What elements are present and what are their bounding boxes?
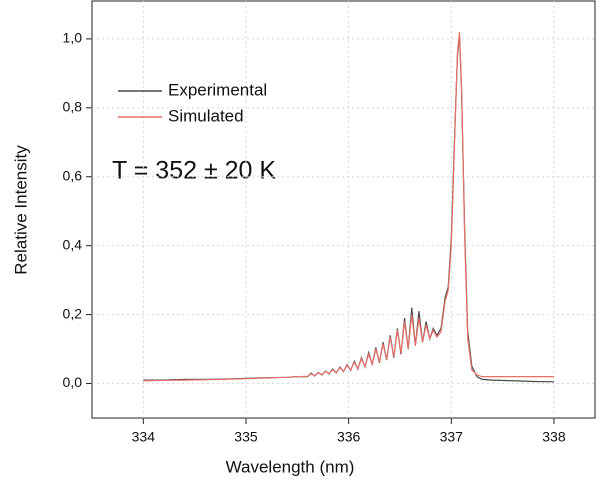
y-tick-label: 0,8 [63,99,83,115]
x-tick-label: 338 [542,429,566,445]
y-axis-label: Relative Intensity [11,145,30,275]
y-tick-label: 0,4 [63,236,83,252]
series-line [143,31,554,382]
y-tick-label: 0,2 [63,305,83,321]
y-tick-label: 0,0 [63,374,83,390]
x-tick-label: 336 [337,429,361,445]
x-tick-label: 334 [132,429,156,445]
x-tick-label: 335 [234,429,258,445]
legend-label: Simulated [168,106,244,125]
x-axis-label: Wavelength (nm) [226,457,355,476]
x-tick-label: 337 [440,429,464,445]
y-tick-label: 0,6 [63,167,83,183]
annotation: T = 352 ± 20 K [112,157,276,185]
y-tick-label: 1,0 [63,30,83,46]
legend-label: Experimental [168,80,267,99]
plot-frame [91,0,596,419]
